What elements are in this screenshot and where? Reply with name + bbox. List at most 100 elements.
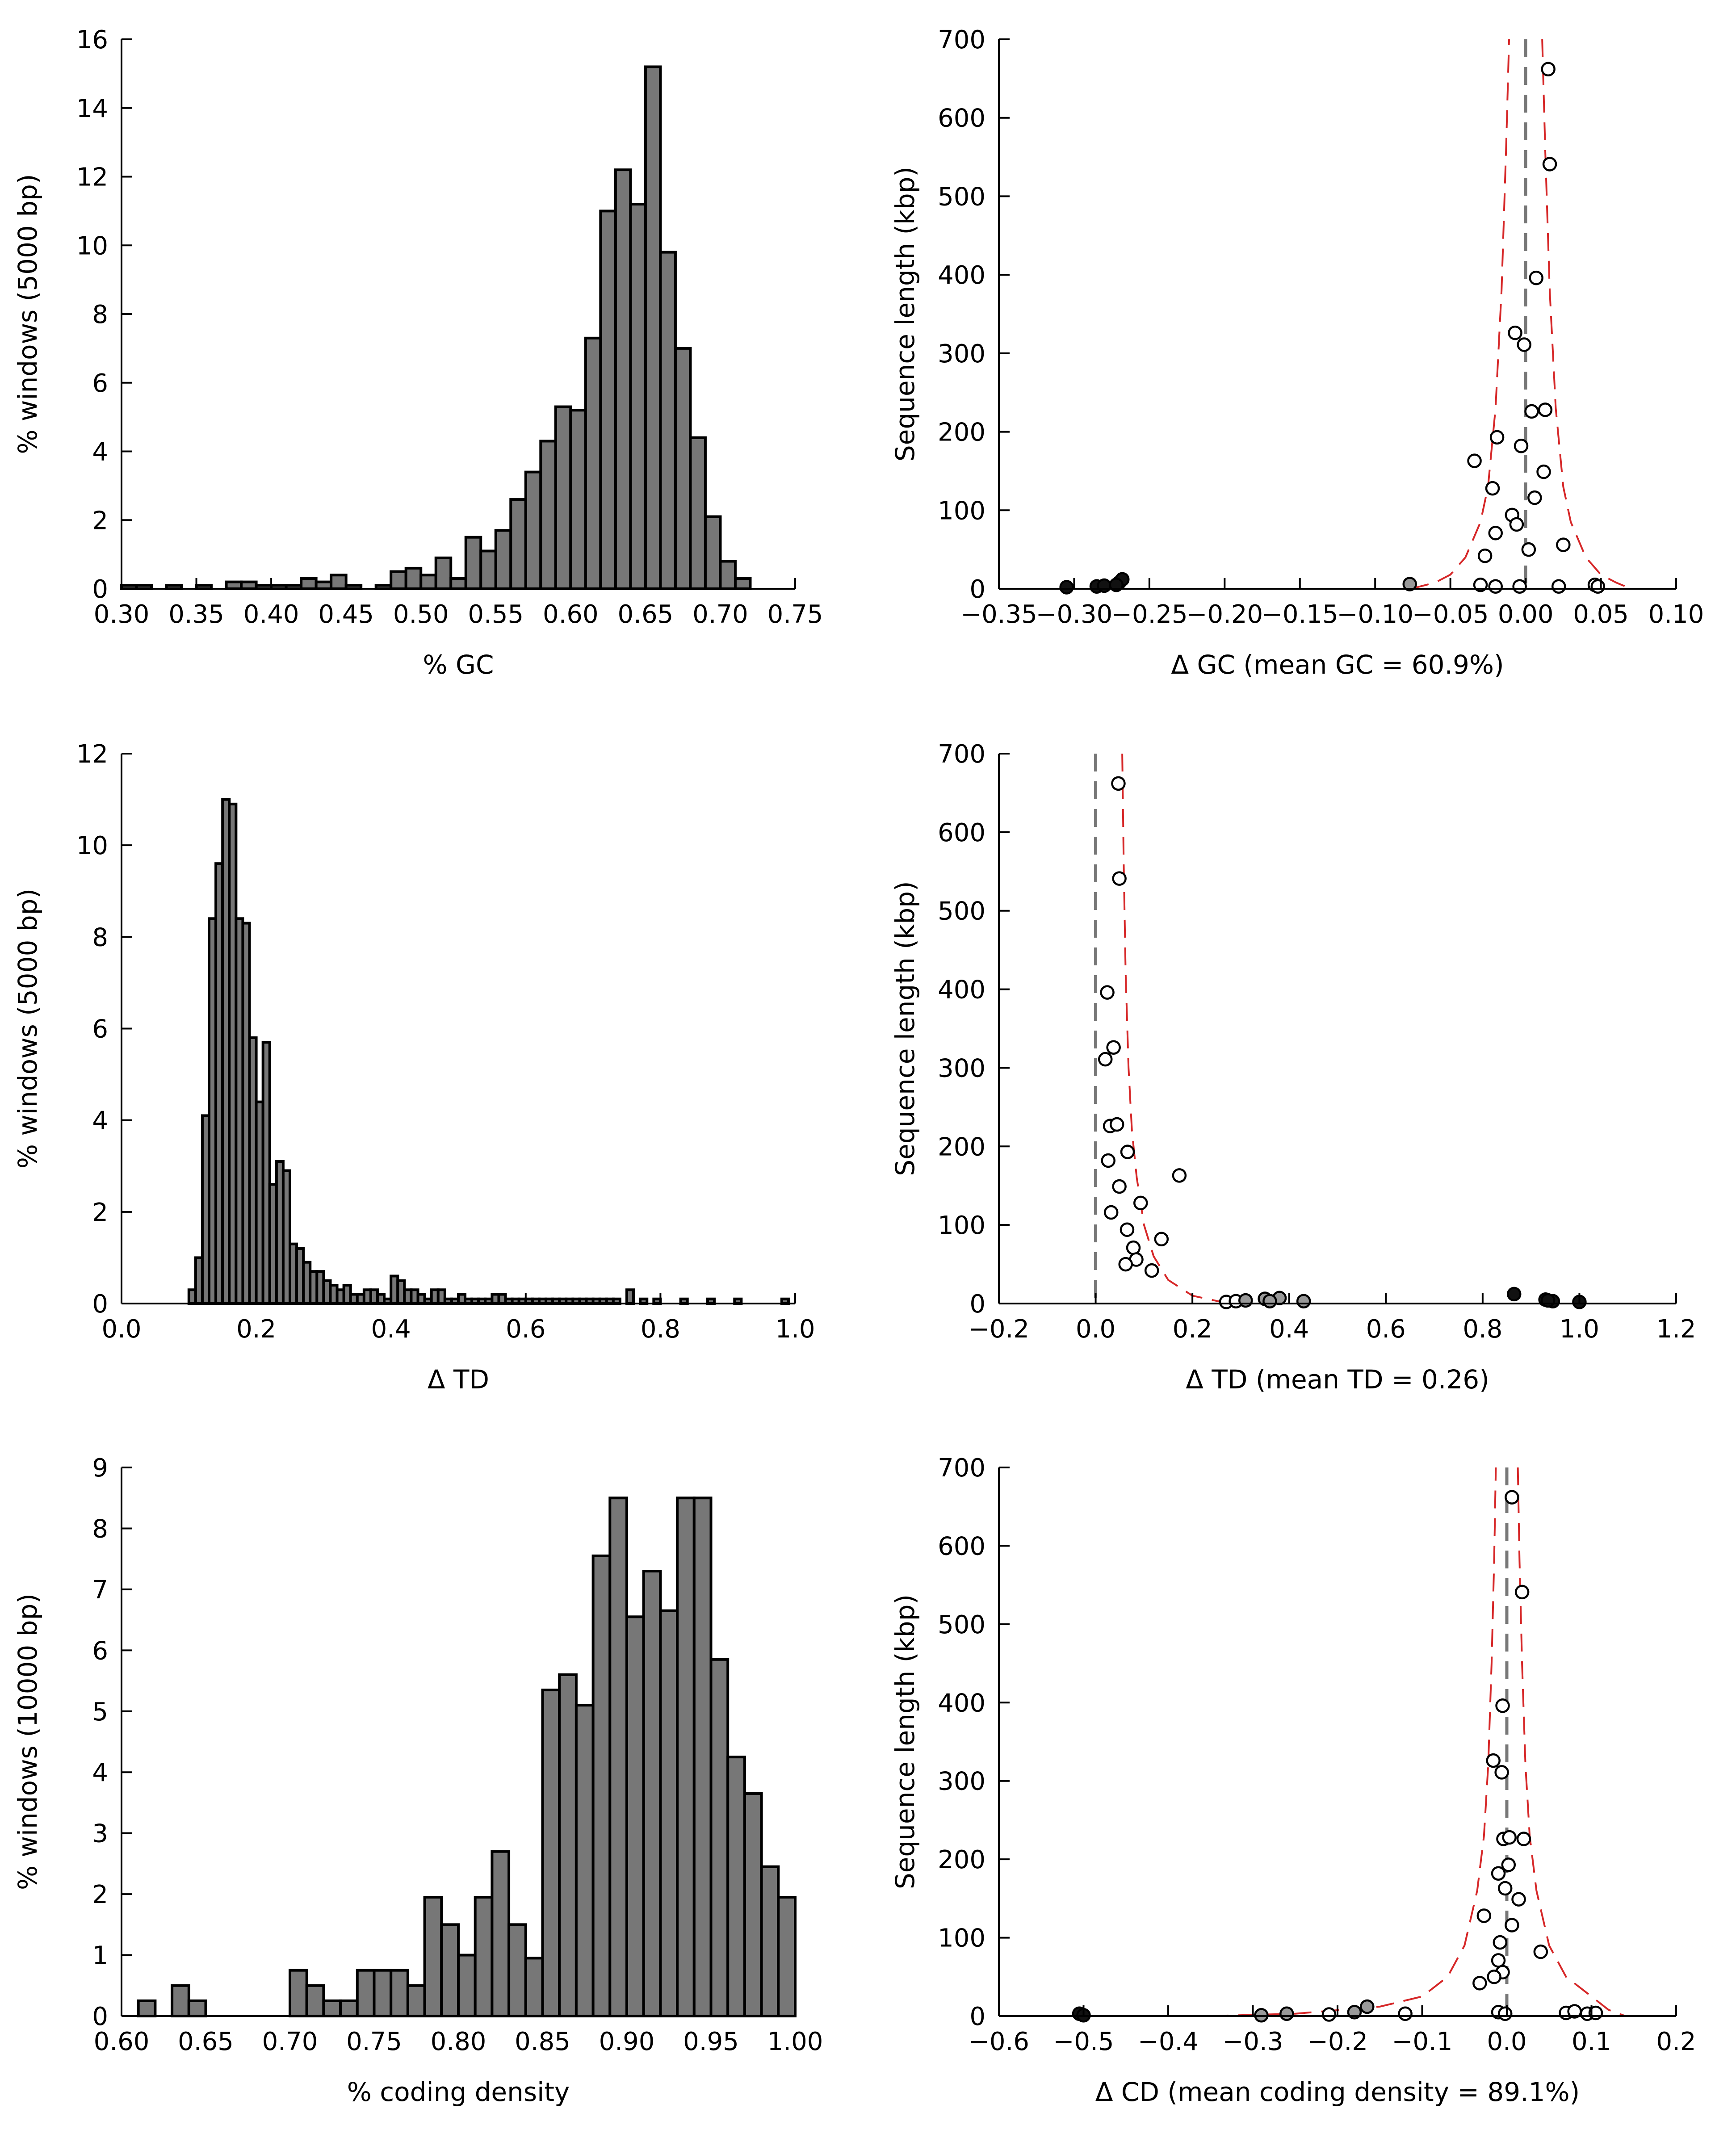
y-tick-label: 8 — [92, 300, 108, 329]
x-tick-label: −0.1 — [1392, 2027, 1453, 2056]
y-tick-label: 500 — [938, 1610, 985, 1639]
y-axis-title: Sequence length (kbp) — [890, 1594, 920, 1889]
axes: −0.2 0.0 0.2 0.4 0.6 0.8 1.0 1.2 0 100 200 300 400 50… — [938, 740, 1696, 1344]
point-open — [1494, 1765, 1509, 1780]
x-tick-label: −0.2 — [969, 1315, 1029, 1344]
y-tick-label: 9 — [92, 1454, 108, 1483]
y-tick-label: 2 — [92, 506, 108, 535]
y-axis-title: % windows (10000 bp) — [13, 1593, 43, 1890]
x-tick-label: 0.60 — [543, 600, 599, 629]
bar — [569, 409, 587, 590]
bar — [554, 405, 572, 590]
y-axis-title: % windows (5000 bp) — [13, 174, 43, 454]
x-tick-label: 0.00 — [1498, 600, 1554, 629]
axes: −0.35−0.30−0.25−0.20−0.15−0.10−0.05 0.00 0… — [938, 25, 1704, 629]
y-tick-label: 2 — [92, 1198, 108, 1227]
y-tick-label: 500 — [938, 897, 985, 926]
y-tick-label: 0 — [92, 575, 108, 604]
point-filled — [1540, 1293, 1556, 1308]
x-tick-label: 0.80 — [431, 2027, 486, 2056]
point-open — [1486, 1753, 1501, 1768]
bar — [539, 440, 557, 590]
x-tick-label: −0.30 — [1036, 600, 1113, 629]
y-tick-label: 600 — [938, 818, 985, 847]
point-open — [1516, 1832, 1531, 1846]
envelope-right — [1517, 1467, 1626, 2016]
point-open — [1120, 1144, 1135, 1159]
chart-panel-scatter_cd: −0.6 −0.5 −0.4 −0.3 −0.2 −0.1 0.0 0.1 0.2 0 100 200… — [890, 1454, 1696, 2107]
point-open — [1488, 525, 1503, 541]
x-axis-title: Δ TD — [428, 1364, 489, 1395]
y-tick-label: 700 — [938, 740, 985, 769]
point-open — [1477, 548, 1493, 563]
point-filled — [1506, 1287, 1522, 1302]
bar — [734, 577, 752, 590]
bar — [457, 1954, 477, 2018]
point-open — [1514, 438, 1529, 453]
bar — [692, 1497, 713, 2017]
points — [1072, 1490, 1603, 2023]
y-tick-label: 7 — [92, 1576, 108, 1605]
x-axis-title: % GC — [423, 650, 494, 680]
bar — [574, 1704, 595, 2017]
bar — [440, 1923, 460, 2018]
x-tick-label: 0.05 — [1573, 600, 1629, 629]
y-tick-label: 14 — [76, 94, 108, 123]
y-tick-label: 400 — [938, 976, 985, 1005]
y-tick-label: 600 — [938, 104, 985, 133]
x-tick-label: −0.4 — [1138, 2027, 1199, 2056]
y-tick-label: 0 — [969, 1290, 985, 1319]
x-tick-label: 0.75 — [767, 600, 823, 629]
x-tick-label: −0.5 — [1053, 2027, 1114, 2056]
x-tick-label: 0.2 — [1173, 1315, 1212, 1344]
bar — [330, 574, 348, 590]
point-open — [1101, 1153, 1115, 1168]
y-tick-label: 700 — [938, 25, 985, 54]
point-open — [1542, 157, 1557, 172]
x-tick-label: 0.8 — [641, 1315, 680, 1344]
point-open — [1120, 1222, 1135, 1237]
x-tick-label: 0.10 — [1648, 600, 1704, 629]
point-open — [1476, 1908, 1492, 1923]
bar — [339, 1999, 359, 2017]
bar — [726, 1756, 746, 2017]
point-open — [1514, 1585, 1530, 1600]
point-open — [1497, 2006, 1513, 2021]
bar — [743, 1792, 763, 2017]
point-open — [1398, 2006, 1413, 2021]
y-tick-label: 6 — [92, 1015, 108, 1044]
bar — [419, 574, 437, 590]
point-open — [1154, 1232, 1169, 1247]
y-tick-label: 12 — [76, 163, 108, 192]
bar — [599, 210, 617, 590]
bar — [474, 1895, 494, 2017]
plot-area — [1210, 1467, 1626, 2016]
point-open — [1527, 490, 1542, 505]
bar — [625, 1288, 635, 1305]
chart-panel-scatter_td: −0.2 0.0 0.2 0.4 0.6 0.8 1.0 1.2 0 100 200 300 400 50… — [890, 740, 1696, 1395]
bar — [464, 536, 482, 590]
x-tick-label: −0.6 — [969, 2027, 1029, 2056]
x-tick-label: 0.95 — [683, 2027, 739, 2056]
point-gray — [1402, 577, 1417, 591]
point-open — [1111, 776, 1126, 791]
bar — [322, 1999, 342, 2017]
y-tick-label: 5 — [92, 1698, 108, 1727]
x-tick-label: 0.2 — [236, 1315, 276, 1344]
points — [1098, 776, 1587, 1309]
point-open — [1501, 1857, 1516, 1872]
point-open — [1491, 1866, 1506, 1881]
bar — [314, 580, 333, 590]
y-tick-label: 200 — [938, 1132, 985, 1161]
x-tick-label: −0.05 — [1412, 600, 1489, 629]
y-tick-label: 8 — [92, 1514, 108, 1543]
x-tick-label: 0.70 — [262, 2027, 318, 2056]
y-tick-label: 4 — [92, 438, 108, 467]
point-gray — [1296, 1294, 1311, 1308]
x-tick-label: 0.8 — [1463, 1315, 1502, 1344]
plot-area — [1411, 39, 1631, 589]
point-open — [1590, 579, 1606, 594]
x-axis-title: % coding density — [347, 2077, 570, 2107]
y-tick-label: 0 — [969, 575, 985, 604]
